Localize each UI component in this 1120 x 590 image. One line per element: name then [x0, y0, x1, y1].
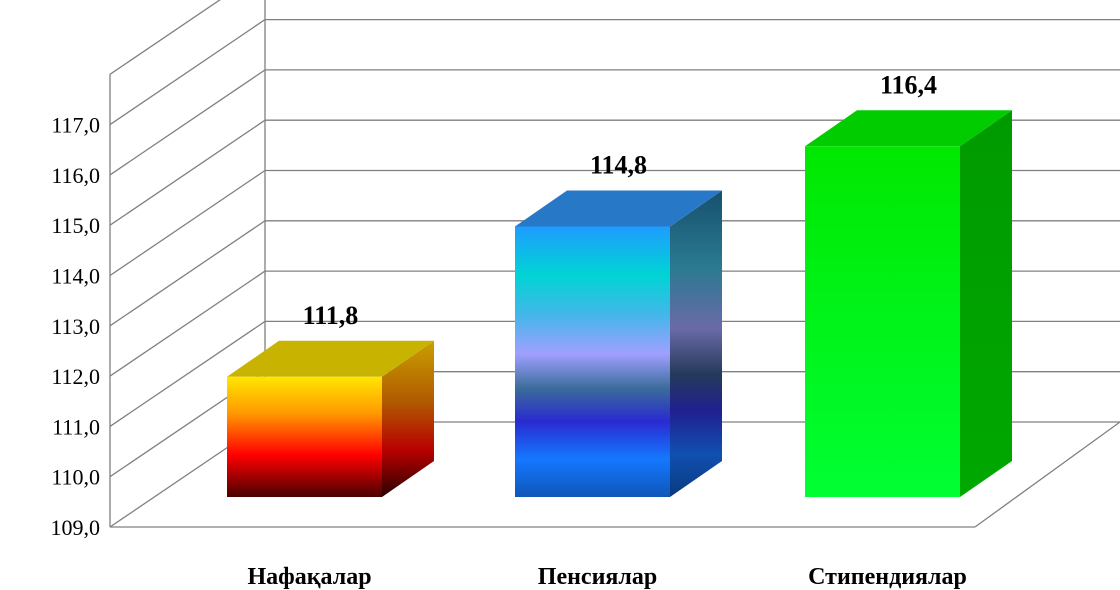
bar-top: [515, 190, 722, 227]
gridline-wall: [109, 119, 266, 226]
bar: [227, 376, 382, 497]
category-label: Нафақалар: [247, 564, 371, 590]
gridline-wall: [109, 19, 266, 126]
category-label: Стипендиялар: [808, 564, 967, 590]
gridline-wall: [109, 69, 266, 176]
y-tick-label: 111,0: [52, 414, 100, 439]
labels: 111,8 Нафақалар 114,8 Пенсиялар 116,4 Стипенд…: [247, 70, 966, 590]
y-tick-label: 117,0: [51, 113, 100, 138]
bar-side: [960, 110, 1012, 498]
bar-top: [805, 110, 1012, 147]
bar: [515, 226, 670, 497]
gridline-wall: [109, 0, 221, 75]
bar-top: [227, 340, 434, 377]
y-tick-label: 113,0: [51, 314, 100, 339]
bar-side: [382, 340, 434, 497]
y-tick-label: 109,0: [51, 515, 101, 540]
gridline-wall: [109, 270, 266, 377]
gridline-wall: [109, 169, 266, 277]
gridline-wall: [109, 220, 266, 327]
y-tick-label: 114,0: [51, 264, 100, 289]
y-tick-label: 116,0: [51, 163, 100, 188]
category-label: Пенсиялар: [538, 564, 657, 590]
y-axis: 109,0 110,0 111,0 112,0 113,0 114,0 115,0 116,0…: [51, 0, 266, 540]
gridline-wall: [109, 320, 266, 427]
bars: [227, 110, 1012, 498]
y-tick-label: 115,0: [51, 213, 100, 238]
floor-side-edge: [974, 421, 1120, 528]
data-label: 114,8: [590, 150, 647, 179]
data-label: 111,8: [303, 301, 359, 330]
bar: [805, 146, 960, 498]
data-label: 116,4: [880, 70, 937, 99]
y-tick-label: 110,0: [51, 465, 100, 490]
y-tick-label: 112,0: [51, 364, 100, 389]
bar-side: [670, 190, 722, 497]
